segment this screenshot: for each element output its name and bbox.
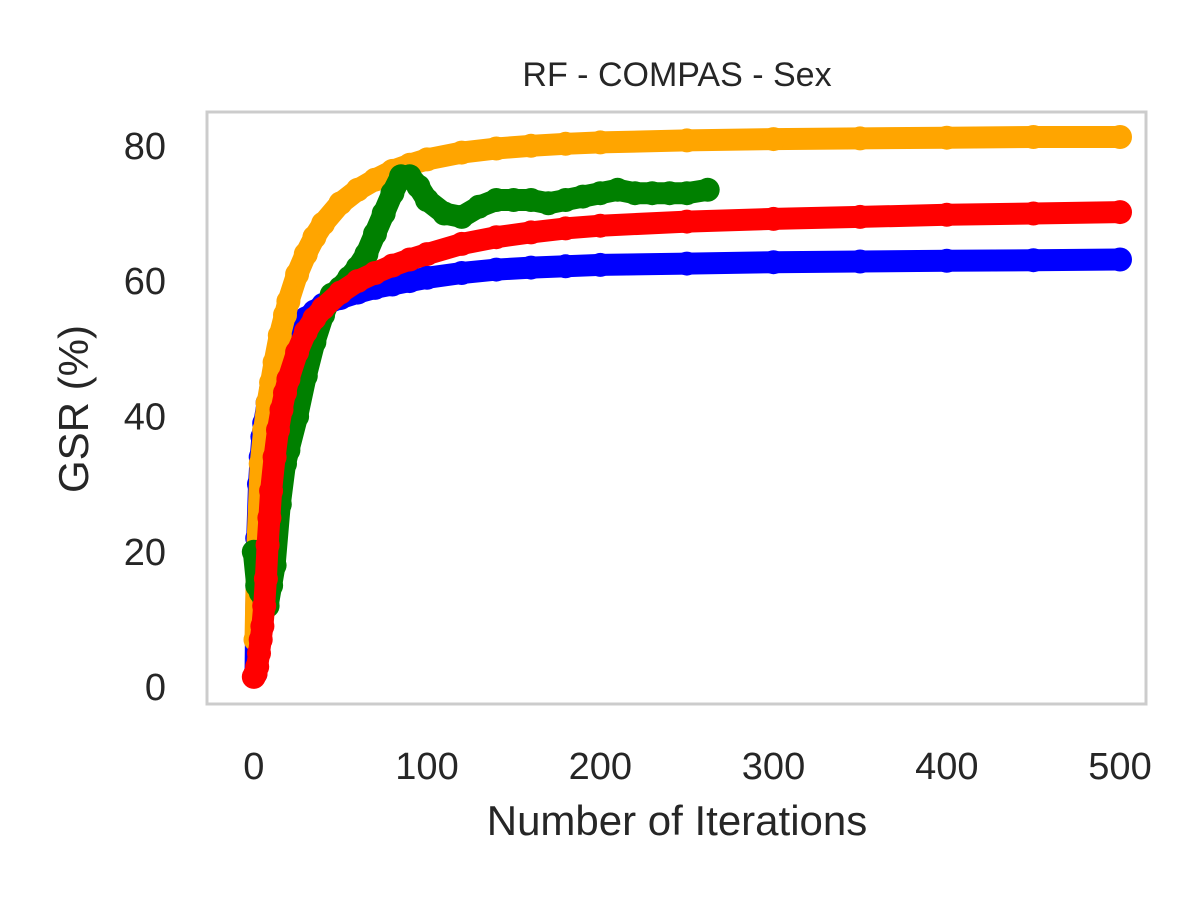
y-tick-label: 20 xyxy=(124,532,166,574)
y-tick-label: 40 xyxy=(124,397,166,439)
plot-area xyxy=(241,125,1132,689)
x-tick-label: 200 xyxy=(569,746,632,788)
series-2-point xyxy=(484,188,509,212)
series-1-point xyxy=(848,126,873,151)
series-3-point xyxy=(519,220,543,245)
y-tick-label: 0 xyxy=(145,667,166,709)
y-tick-label: 60 xyxy=(124,261,166,303)
series-0-point xyxy=(761,250,786,275)
series-1-point xyxy=(285,262,310,287)
series-3-point xyxy=(257,505,282,530)
series-1-point xyxy=(267,323,292,348)
chart-title: RF - COMPAS - Sex xyxy=(522,56,831,94)
series-0-point xyxy=(553,254,578,279)
series-0-point xyxy=(1108,247,1132,272)
y-axis-label: GSR (%) xyxy=(50,325,97,493)
series-2-point xyxy=(415,188,439,212)
series-0-point xyxy=(519,255,543,280)
series-1-point xyxy=(553,131,578,156)
x-tick-label: 400 xyxy=(915,746,978,788)
series-3-point xyxy=(484,225,509,250)
series-3-point xyxy=(311,296,336,321)
series-3-point xyxy=(761,206,786,231)
series-3-point xyxy=(328,280,353,305)
series-1-point xyxy=(674,128,699,153)
series-3-point xyxy=(934,202,959,227)
series-2-point xyxy=(674,181,699,206)
series-1-point xyxy=(519,133,543,158)
series-3-point xyxy=(1108,200,1132,225)
series-1-point xyxy=(588,130,613,155)
series-3-point xyxy=(449,231,474,256)
series-0-point xyxy=(674,251,699,276)
series-3-point xyxy=(255,533,280,557)
series-3-point xyxy=(553,216,578,241)
series-2-point xyxy=(371,201,396,226)
series-3-point xyxy=(276,367,301,392)
series-2-point xyxy=(363,221,387,246)
series-1-point xyxy=(1108,125,1132,149)
series-3-point xyxy=(259,478,284,503)
series-2-point xyxy=(657,181,682,206)
series-3-point xyxy=(250,614,275,639)
x-axis: 0 100 200 300 400 500 xyxy=(243,746,1151,788)
series-3 xyxy=(241,200,1132,689)
series-2-point xyxy=(449,204,474,229)
series-2-point xyxy=(501,188,526,212)
x-tick-label: 300 xyxy=(742,746,805,788)
series-0-point xyxy=(484,257,509,282)
series-3-point xyxy=(253,566,278,591)
series-2-point xyxy=(640,181,665,206)
series-3-point xyxy=(1021,201,1046,226)
series-0-point xyxy=(1021,248,1046,273)
y-axis: 0 20 40 60 80 xyxy=(124,126,166,709)
series-1-point xyxy=(415,147,439,172)
y-tick-label: 80 xyxy=(124,126,166,168)
x-tick-label: 100 xyxy=(395,746,458,788)
series-1-point xyxy=(1021,125,1046,149)
series-1-point xyxy=(761,127,786,152)
series-0-point xyxy=(415,265,439,290)
series-0-point xyxy=(588,252,613,277)
series-1-point xyxy=(345,177,370,202)
series-2-point xyxy=(622,181,647,206)
series-3-point xyxy=(848,204,873,229)
series-1-point xyxy=(311,211,336,236)
series-3-point xyxy=(266,418,290,442)
series-1-point xyxy=(449,140,474,165)
series-0-point xyxy=(848,249,873,274)
series-1-point xyxy=(934,125,959,150)
series-1-point xyxy=(328,191,353,216)
series-3-point xyxy=(285,340,310,365)
series-3-point xyxy=(674,209,699,234)
series-3-point xyxy=(262,445,287,470)
series-3-point xyxy=(252,593,277,618)
series-3-point xyxy=(588,213,613,238)
series-3-point xyxy=(415,242,439,267)
series-1-point xyxy=(276,289,301,314)
x-tick-label: 0 xyxy=(243,746,264,788)
series-2-point xyxy=(695,177,720,202)
series-2-point xyxy=(354,242,379,267)
x-tick-label: 500 xyxy=(1088,746,1151,788)
series-1-point xyxy=(484,136,509,161)
series-0-point xyxy=(449,261,474,285)
plot-frame xyxy=(205,110,1148,706)
x-axis-label: Number of Iterations xyxy=(487,797,868,844)
series-0-point xyxy=(934,248,959,273)
